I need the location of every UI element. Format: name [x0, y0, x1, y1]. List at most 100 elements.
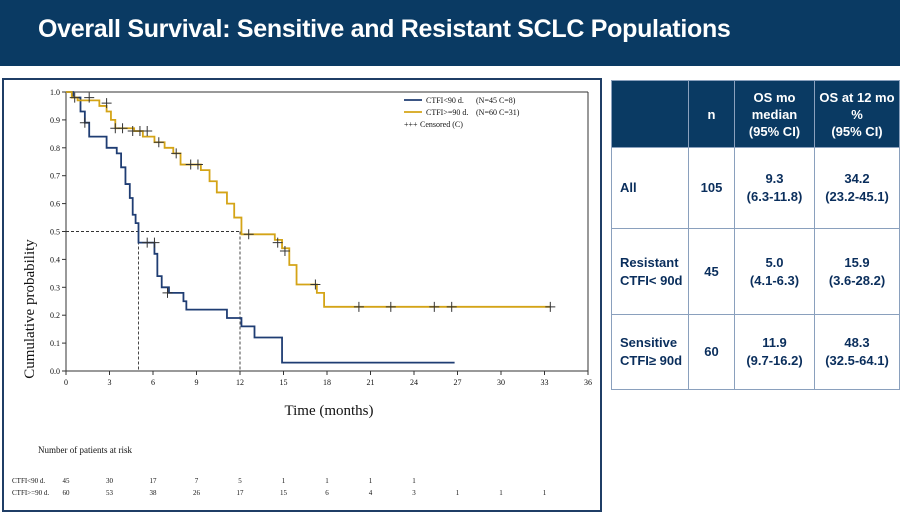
x-tick-label: 15: [280, 378, 288, 387]
censor-marks: [69, 92, 556, 312]
y-tick-label: 0.8: [50, 144, 60, 153]
risk-count: 5: [238, 477, 242, 485]
risk-count: 1: [499, 489, 503, 497]
y-tick-label: 0.5: [50, 228, 60, 237]
legend-label: CTFI>=90 d.: [426, 108, 468, 117]
censor-mark: [153, 137, 164, 148]
risk-count: 53: [106, 489, 114, 497]
ctfi-under-90-curve: [66, 91, 455, 364]
risk-row-label: CTFI>=90 d.: [12, 489, 49, 497]
censor-mark: [162, 287, 173, 298]
row-label: Sensitive CTFI≥ 90d: [611, 314, 689, 390]
risk-count: 1: [543, 489, 547, 497]
risk-count: 30: [106, 477, 114, 485]
header-os-median: OS mo median (95% CI): [734, 80, 815, 148]
slide-header: Overall Survival: Sensitive and Resistan…: [0, 0, 900, 66]
censor-mark: [272, 237, 283, 248]
x-tick-label: 18: [323, 378, 331, 387]
median-reference-lines: [66, 231, 241, 371]
censor-mark: [279, 246, 290, 257]
legend-censor-symbol: +++: [404, 120, 418, 129]
censor-mark: [142, 126, 153, 137]
y-tick-label: 0.3: [50, 283, 60, 292]
censor-mark: [429, 301, 440, 312]
row-n: 60: [688, 314, 735, 390]
x-tick-label: 36: [584, 378, 592, 387]
y-tick-label: 1.0: [50, 88, 60, 97]
row-n: 45: [688, 228, 735, 315]
header-label: [611, 80, 689, 148]
slide-title: Overall Survival: Sensitive and Resistan…: [38, 15, 731, 43]
axis-ticks: 0 3 6 9 12 15 18 21 24 27 30 33 360.00.10.20.30.40.5…: [50, 88, 592, 387]
x-tick-label: 3: [108, 378, 112, 387]
chart-frame: 0 3 6 9 12 15 18 21 24 27 30 33 36 0.0 0.1 0.2 0.3 0.4 0.5…: [2, 78, 602, 512]
row-label: All: [611, 147, 689, 229]
censor-mark: [84, 92, 95, 103]
row-os12: 15.9 (3.6-28.2): [814, 228, 900, 315]
axes: [65, 91, 589, 372]
row-median: 11.9 (9.7-16.2): [734, 314, 815, 390]
x-tick-label: 30: [497, 378, 505, 387]
row-median: 9.3 (6.3-11.8): [734, 147, 815, 229]
y-tick-label: 0.4: [50, 255, 60, 264]
x-tick-label: 21: [367, 378, 375, 387]
row-label: Resistant CTFI< 90d: [611, 228, 689, 315]
censor-mark: [192, 159, 203, 170]
risk-count: 7: [195, 477, 199, 485]
km-chart: 0 3 6 9 12 15 18 21 24 27 30 33 360.00.10.20.30.40.5…: [12, 88, 592, 497]
x-axis-title: Time (months): [284, 403, 373, 419]
risk-count: 17: [237, 489, 245, 497]
risk-row-label: CTFI<90 d.: [12, 477, 45, 485]
summary-table-header: n OS mo median (95% CI) OS at 12 mo % (9…: [611, 80, 900, 148]
y-tick-label: 0.7: [50, 172, 60, 181]
risk-table-title: Number of patients at risk: [38, 445, 132, 455]
censor-mark: [243, 229, 254, 240]
x-tick-label: 9: [195, 378, 199, 387]
row-n: 105: [688, 147, 735, 229]
legend-note: (N=45 C=8): [476, 96, 516, 105]
censor-mark: [79, 117, 90, 128]
x-tick-label: 27: [454, 378, 462, 387]
risk-count: 1: [412, 477, 416, 485]
ctfi-over-90-curve: [66, 91, 551, 308]
censor-mark: [69, 92, 80, 103]
row-os12: 34.2 (23.2-45.1): [814, 147, 900, 229]
risk-count: 6: [325, 489, 329, 497]
header-os-12mo: OS at 12 mo % (95% CI): [814, 80, 900, 148]
table-row-sensitive: Sensitive CTFI≥ 90d 60 11.9 (9.7-16.2) 4…: [611, 314, 900, 390]
row-os12: 48.3 (32.5-64.1): [814, 314, 900, 390]
risk-count: 1: [369, 477, 373, 485]
risk-count: 1: [325, 477, 329, 485]
row-median: 5.0 (4.1-6.3): [734, 228, 815, 315]
risk-table: Number of patients at risk CTFI<90 d. 45 3…: [12, 445, 547, 497]
risk-count: 1: [282, 477, 286, 485]
legend-censor-label: Censored (C): [420, 120, 463, 129]
x-tick-label: 12: [236, 378, 244, 387]
risk-count: 45: [63, 477, 71, 485]
risk-count: 3: [412, 489, 416, 497]
x-tick-label: 24: [410, 378, 418, 387]
censor-mark: [385, 301, 396, 312]
legend-label: CTFI<90 d.: [426, 96, 464, 105]
y-tick-label: 0.6: [50, 200, 60, 209]
risk-count: 4: [369, 489, 373, 497]
censor-mark: [101, 98, 112, 109]
legend: CTFI<90 d. (N=45 C=8) CTFI>=90 d. (N=60 C=3…: [404, 96, 520, 129]
censor-mark: [310, 279, 321, 290]
y-tick-label: 0.0: [50, 367, 60, 376]
risk-count: 26: [193, 489, 201, 497]
table-row-all: All 105 9.3 (6.3-11.8) 34.2 (23.2-45.1): [611, 147, 900, 229]
y-tick-label: 0.2: [50, 311, 60, 320]
censor-mark: [545, 301, 556, 312]
censor-mark: [117, 123, 128, 134]
table-row-resistant: Resistant CTFI< 90d 45 5.0 (4.1-6.3) 15.…: [611, 228, 900, 315]
x-tick-label: 6: [151, 378, 155, 387]
x-tick-label: 0: [64, 378, 68, 387]
legend-note: (N=60 C=31): [476, 108, 520, 117]
header-n: n: [688, 80, 735, 148]
censor-mark: [149, 237, 160, 248]
y-tick-label: 0.1: [50, 339, 60, 348]
y-tick-label: 0.9: [50, 116, 60, 125]
censor-mark: [171, 148, 182, 159]
risk-count: 17: [150, 477, 158, 485]
